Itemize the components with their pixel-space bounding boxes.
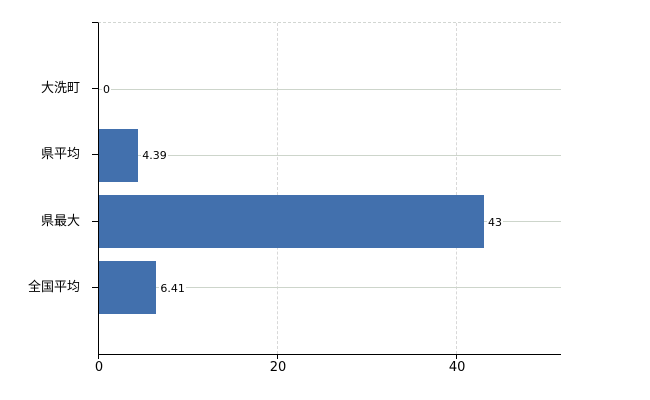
x-axis-tick <box>277 354 279 359</box>
x-tick-label: 20 <box>269 360 287 375</box>
horizontal-gridline <box>99 287 561 289</box>
value-label: 0 <box>102 83 111 98</box>
y-axis-tick <box>92 286 98 288</box>
bar <box>99 261 157 315</box>
horizontal-gridline <box>99 88 561 90</box>
x-tick-label: 0 <box>94 360 104 375</box>
y-axis-tick <box>92 154 98 156</box>
value-label: 43 <box>487 215 503 230</box>
vertical-gridline <box>277 23 279 354</box>
category-label: 県平均 <box>40 147 80 163</box>
value-label: 6.41 <box>159 281 186 296</box>
x-axis-tick <box>456 354 458 359</box>
category-label: 県最大 <box>40 213 80 229</box>
category-label: 大洗町 <box>40 81 80 97</box>
x-tick-label: 40 <box>448 360 466 375</box>
x-axis-tick <box>98 354 99 359</box>
bar <box>99 195 484 249</box>
plot-area: 0 4.39 43 6.41 <box>98 22 561 355</box>
y-axis-tick <box>92 220 98 222</box>
category-label: 全国平均 <box>27 279 80 295</box>
y-axis-endcap-tick <box>92 22 98 23</box>
horizontal-gridline <box>99 154 561 156</box>
y-axis-tick <box>92 88 98 90</box>
bar <box>99 128 139 182</box>
value-label: 4.39 <box>141 149 168 164</box>
vertical-gridline <box>456 23 458 354</box>
